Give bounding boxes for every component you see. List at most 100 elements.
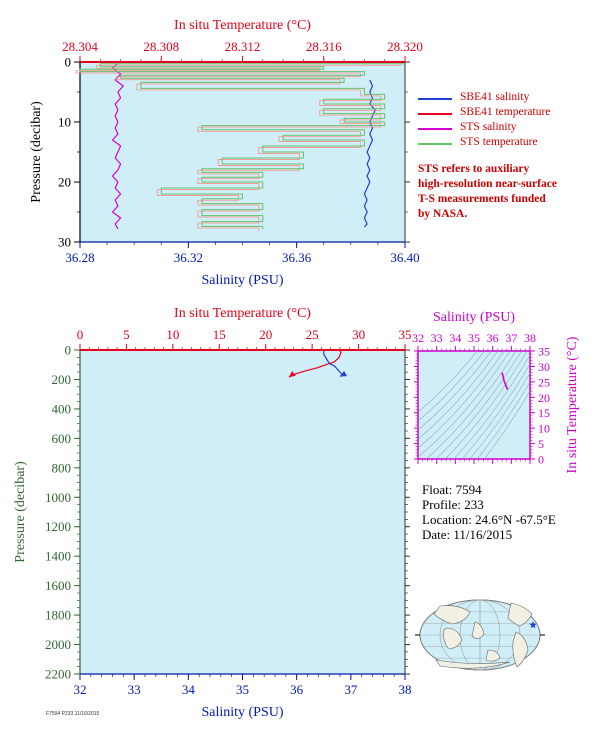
location-map <box>415 599 545 671</box>
ts-y-tick-label: 15 <box>538 406 550 420</box>
map-continent <box>471 621 485 639</box>
ts-y-tick-label: 35 <box>538 345 550 359</box>
temperature-axis-title: In situ Temperature (°C) <box>174 18 311 33</box>
note-line: STS refers to auxiliary <box>418 163 530 175</box>
map-continent <box>512 631 529 668</box>
legend-label: SBE41 salinity <box>460 91 530 103</box>
pressure-tick-label: 1200 <box>45 519 71 534</box>
salinity-tick-label: 36.28 <box>65 250 94 265</box>
salinity-tick-label: 34 <box>182 682 196 697</box>
salinity-axis-title: Salinity (PSU) <box>201 705 283 720</box>
pressure-tick-label: 1600 <box>45 578 71 593</box>
density-contour <box>418 351 511 458</box>
legend-item: SBE41 temperature <box>418 106 598 119</box>
ts-x-tick-label: 35 <box>468 331 480 345</box>
note-line: high-resolution near-surface <box>418 178 557 190</box>
density-contour <box>418 351 498 440</box>
note-line: by NASA. <box>418 208 468 220</box>
ts-y-tick-label: 10 <box>538 422 550 436</box>
pressure-tick-label: 0 <box>65 343 72 358</box>
pressure-axis-title: Pressure (decibar) <box>29 101 44 203</box>
legend-label: STS temperature <box>460 136 538 148</box>
ts-y-tick-label: 30 <box>538 360 550 374</box>
plot-background <box>80 350 405 674</box>
temperature-tick-label: 28.304 <box>62 39 98 54</box>
temperature-tick-label: 28.308 <box>143 39 179 54</box>
series-line-sbe41-salinity <box>363 79 376 228</box>
map-continent <box>507 602 533 627</box>
ts-plot-background <box>417 350 531 460</box>
legend-label: STS salinity <box>460 121 517 133</box>
ts-x-axis-title: Salinity (PSU) <box>433 310 515 325</box>
legend-item: STS temperature <box>418 136 598 149</box>
profile-number: Profile: 233 <box>422 497 484 512</box>
series-line-sts-salinity <box>111 62 124 230</box>
ts-x-tick-label: 38 <box>524 331 536 345</box>
map-continent <box>433 605 471 625</box>
legend-label: SBE41 temperature <box>460 106 551 118</box>
ts-curve <box>501 372 509 390</box>
date: Date: 11/16/2015 <box>422 527 513 542</box>
bottom-profile-panel: 0 5 10 15 20 25 30 35 In situ Temperature (°C) 32… <box>13 306 412 720</box>
temperature-tick-label: 0 <box>77 327 84 342</box>
legend-swatch-sbe41-temperature <box>418 113 452 115</box>
pressure-axis-title: Pressure (decibar) <box>13 461 28 563</box>
temperature-tick-label: 5 <box>123 327 130 342</box>
density-contour <box>483 390 530 459</box>
salinity-tick-label: 33 <box>128 682 141 697</box>
salinity-tick-label: 36 <box>290 682 304 697</box>
map-continent <box>443 627 463 649</box>
salinity-tick-label: 38 <box>399 682 412 697</box>
temperature-tick-label: 15 <box>213 327 226 342</box>
ts-y-tick-label: 20 <box>538 391 550 405</box>
temperature-tick-label: 25 <box>306 327 319 342</box>
ts-x-tick-label: 37 <box>505 331 517 345</box>
temperature-tick-label: 30 <box>352 327 365 342</box>
density-contour <box>435 351 522 459</box>
pressure-tick-label: 800 <box>52 460 72 475</box>
map-continent <box>435 659 511 669</box>
series-line-sts-temperature <box>79 63 405 230</box>
salinity-tick-label: 36.36 <box>282 250 312 265</box>
float-location-star-icon <box>529 621 537 629</box>
salinity-tick-label: 35 <box>236 682 249 697</box>
temperature-axis-title: In situ Temperature (°C) <box>174 306 311 321</box>
temperature-tick-label: 20 <box>259 327 272 342</box>
temperature-tick-label: 28.320 <box>387 39 423 54</box>
ts-y-tick-label: 25 <box>538 375 550 389</box>
legend-swatch-sts-temperature <box>418 143 452 145</box>
legend-swatch-sts-salinity <box>418 128 452 130</box>
density-contour <box>425 351 517 459</box>
ts-y-tick-label: 0 <box>538 453 544 467</box>
ts-x-tick-label: 32 <box>412 331 424 345</box>
density-contour <box>418 351 485 422</box>
ts-x-tick-label: 34 <box>449 331 461 345</box>
salinity-arrowhead <box>340 370 347 377</box>
temperature-tick-label: 28.312 <box>225 39 261 54</box>
float-number: Float: 7594 <box>422 482 482 497</box>
legend-item: STS salinity <box>418 121 598 134</box>
location: Location: 24.6°N -67.5°E <box>422 512 556 527</box>
plot-background <box>80 62 405 242</box>
salinity-tick-label: 37 <box>344 682 358 697</box>
density-contour <box>453 354 530 459</box>
pressure-tick-label: 1800 <box>45 608 71 623</box>
salinity-tick-label: 32 <box>74 682 87 697</box>
pressure-tick-label: 20 <box>58 175 71 190</box>
pressure-tick-label: 600 <box>52 431 72 446</box>
pressure-tick-label: 2200 <box>45 667 71 682</box>
note-line: T-S measurements funded <box>418 193 546 205</box>
footer-id: F7594 P233 11/16/2015 <box>46 711 100 717</box>
pressure-tick-label: 200 <box>52 372 72 387</box>
salinity-tick-label: 36.40 <box>390 250 419 265</box>
pressure-tick-label: 2000 <box>45 637 71 652</box>
ts-y-axis-title: In situ Temperature (°C) <box>565 336 580 473</box>
temperature-tick-label: 28.316 <box>306 39 342 54</box>
salinity-axis-title: Salinity (PSU) <box>201 273 283 288</box>
density-contour <box>418 351 505 449</box>
density-contour <box>444 351 528 459</box>
temperature-tick-label: 10 <box>166 327 179 342</box>
temperature-arrowhead <box>288 370 296 378</box>
